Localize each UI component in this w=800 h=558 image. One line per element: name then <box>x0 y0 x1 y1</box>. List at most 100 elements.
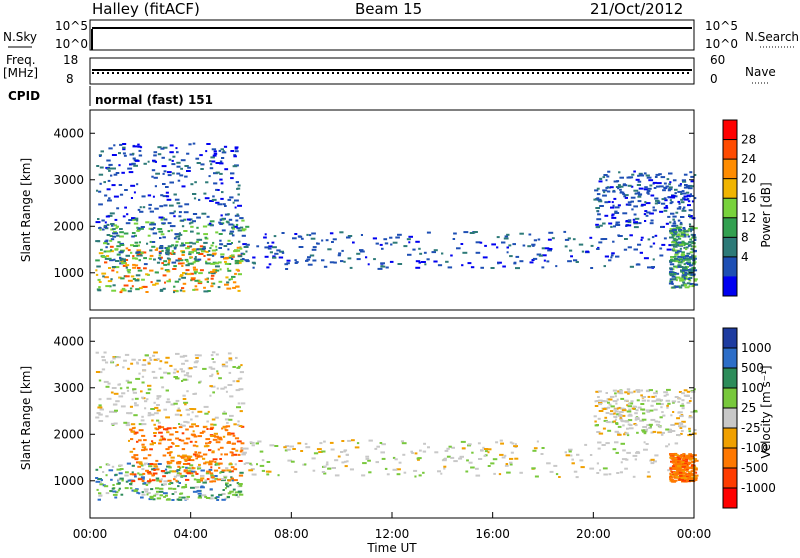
data-cell <box>633 222 639 225</box>
data-cell <box>237 184 241 187</box>
data-cell <box>186 273 192 276</box>
data-cell <box>650 462 655 465</box>
data-cell <box>195 360 199 363</box>
data-cell <box>95 269 98 272</box>
data-cell <box>421 261 426 263</box>
data-cell <box>665 393 669 396</box>
data-cell <box>167 230 170 233</box>
data-cell <box>615 186 621 188</box>
data-cell <box>108 163 113 166</box>
data-cell <box>109 235 113 237</box>
data-cell <box>683 389 688 392</box>
data-cell <box>252 256 256 259</box>
data-cell <box>635 192 640 195</box>
data-cell <box>112 228 116 231</box>
data-cell <box>143 439 147 442</box>
data-cell <box>650 431 654 434</box>
data-cell <box>125 222 131 225</box>
data-cell <box>220 387 225 390</box>
data-cell <box>213 432 218 435</box>
data-cell <box>232 165 238 168</box>
data-cell <box>162 172 165 175</box>
data-cell <box>674 192 677 195</box>
data-cell <box>683 206 686 209</box>
data-cell <box>132 263 136 266</box>
data-cell <box>654 197 659 200</box>
data-cell <box>660 399 663 402</box>
data-cell <box>127 412 132 415</box>
data-cell <box>683 460 688 463</box>
data-cell <box>166 427 172 430</box>
data-cell <box>178 215 182 218</box>
data-cell <box>134 489 138 492</box>
data-cell <box>129 405 133 408</box>
data-cell <box>627 246 632 249</box>
data-cell <box>210 494 214 497</box>
data-cell <box>679 455 684 457</box>
data-cell <box>383 238 388 241</box>
data-cell <box>140 390 143 393</box>
data-cell <box>688 430 691 433</box>
data-cell <box>205 262 208 265</box>
data-cell <box>146 242 149 245</box>
data-cell <box>237 193 240 196</box>
data-cell <box>397 233 402 236</box>
data-cell <box>650 418 656 421</box>
data-cell <box>113 258 116 261</box>
data-cell <box>181 362 185 365</box>
data-cell <box>325 463 329 466</box>
data-cell <box>151 479 156 482</box>
data-cell <box>197 492 202 495</box>
data-cell <box>669 473 673 476</box>
data-cell <box>648 427 652 429</box>
data-cell <box>193 268 198 271</box>
data-cell <box>665 185 669 188</box>
data-cell <box>240 402 246 405</box>
data-cell <box>210 163 213 166</box>
data-cell <box>173 285 176 288</box>
data-cell <box>672 401 675 404</box>
data-cell <box>688 241 692 244</box>
data-cell <box>131 358 136 361</box>
data-cell <box>237 495 240 498</box>
data-cell <box>365 256 368 259</box>
data-cell <box>653 392 658 395</box>
data-cell <box>173 265 177 268</box>
data-cell <box>239 260 244 263</box>
data-cell <box>215 201 220 204</box>
data-cell <box>227 384 233 386</box>
data-cell <box>644 220 647 222</box>
data-cell <box>423 251 427 254</box>
data-cell <box>538 254 543 257</box>
data-cell <box>266 473 270 476</box>
data-cell <box>619 471 623 474</box>
data-cell <box>235 181 239 184</box>
data-cell <box>325 239 329 242</box>
data-cell <box>228 218 233 221</box>
data-cell <box>210 282 214 285</box>
data-cell <box>611 201 614 204</box>
data-cell <box>210 423 214 426</box>
data-cell <box>693 279 697 282</box>
data-cell <box>118 395 124 398</box>
data-cell <box>664 199 668 202</box>
data-cell <box>681 425 687 428</box>
data-cell <box>598 399 603 402</box>
data-cell <box>628 427 634 430</box>
data-cell <box>688 256 692 259</box>
data-cell <box>596 210 599 213</box>
data-cell <box>221 498 226 501</box>
data-cell <box>690 476 695 479</box>
data-cell <box>133 432 137 435</box>
data-cell <box>220 148 224 151</box>
data-cell <box>441 252 444 255</box>
data-cell <box>123 260 126 263</box>
data-cell <box>151 241 156 243</box>
data-cell <box>200 163 205 166</box>
data-cell <box>543 259 546 262</box>
data-cell <box>347 235 353 237</box>
data-cell <box>344 465 348 468</box>
data-cell <box>147 160 150 163</box>
data-cell <box>478 458 483 460</box>
data-cell <box>141 195 146 198</box>
